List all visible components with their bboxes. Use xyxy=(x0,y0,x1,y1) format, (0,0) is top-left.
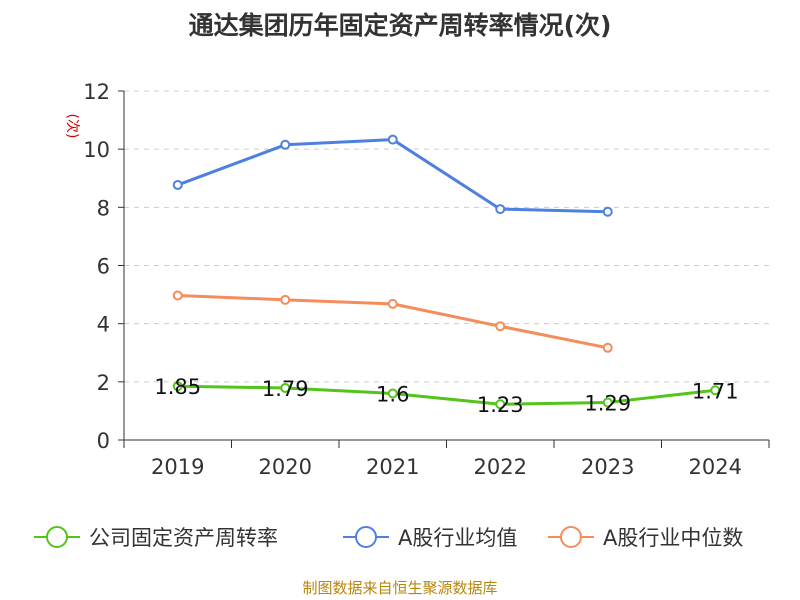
data-point xyxy=(710,385,721,396)
legend-swatch-marker xyxy=(355,526,377,548)
data-label: 1.6 xyxy=(376,382,409,406)
data-label: 1.85 xyxy=(154,375,201,399)
data-source-note: 制图数据来自恒生聚源数据库 xyxy=(302,579,498,597)
data-point xyxy=(602,206,613,217)
data-point xyxy=(495,204,506,215)
y-tick-label: 0 xyxy=(97,429,110,453)
data-point xyxy=(172,290,183,301)
x-tick-label: 2023 xyxy=(581,455,634,479)
x-tick-label: 2019 xyxy=(151,455,204,479)
data-label: 1.71 xyxy=(692,379,739,403)
data-point xyxy=(172,381,183,392)
y-tick-label: 10 xyxy=(83,138,110,162)
y-tick-label: 12 xyxy=(83,80,110,104)
x-tick-label: 2020 xyxy=(259,455,312,479)
data-point xyxy=(387,298,398,309)
y-tick-label: 2 xyxy=(97,371,110,395)
data-point xyxy=(602,342,613,353)
legend-swatch-marker xyxy=(46,526,68,548)
data-point xyxy=(280,294,291,305)
x-tick-label: 2022 xyxy=(474,455,527,479)
legend-label: 公司固定资产周转率 xyxy=(89,526,278,550)
data-point xyxy=(495,321,506,332)
data-point xyxy=(280,139,291,150)
y-tick-label: 4 xyxy=(97,313,110,337)
x-tick-label: 2024 xyxy=(689,455,742,479)
data-point xyxy=(602,397,613,408)
legend-swatch-marker xyxy=(560,526,582,548)
data-point xyxy=(495,399,506,410)
y-axis-label: (次) xyxy=(64,114,80,139)
data-label: 1.23 xyxy=(477,393,524,417)
data-point xyxy=(280,382,291,393)
data-label: 1.79 xyxy=(262,377,309,401)
series-line xyxy=(177,384,716,406)
data-label: 1.29 xyxy=(584,391,631,415)
data-point xyxy=(172,179,183,190)
legend-label: A股行业均值 xyxy=(398,526,517,550)
data-point xyxy=(387,388,398,399)
series-line xyxy=(177,138,608,214)
chart-title: 通达集团历年固定资产周转率情况(次) xyxy=(188,11,612,40)
legend-label: A股行业中位数 xyxy=(603,526,743,550)
x-tick-label: 2021 xyxy=(366,455,419,479)
y-tick-label: 6 xyxy=(97,255,110,279)
y-tick-label: 8 xyxy=(97,196,110,220)
data-point xyxy=(387,134,398,145)
